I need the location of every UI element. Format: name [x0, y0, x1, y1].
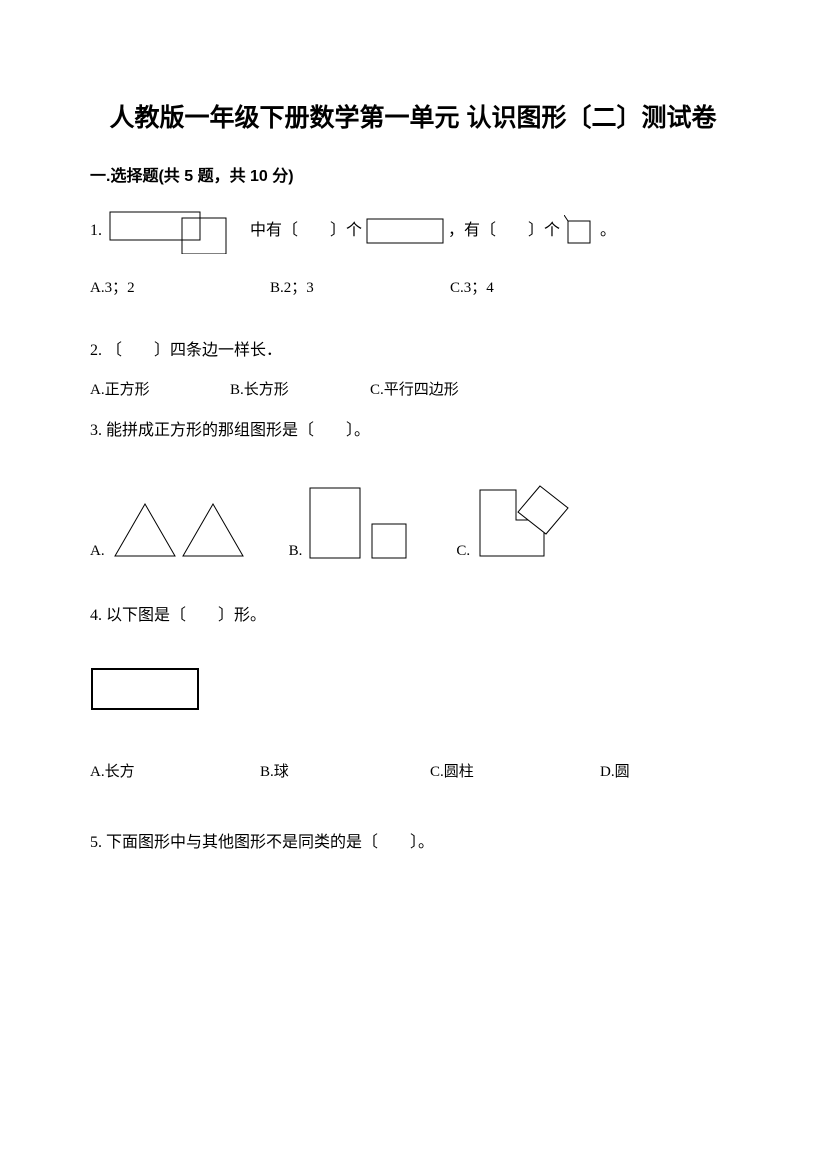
q4-text: 以下图是〔 〕形。	[106, 607, 266, 624]
q3-text: 能拼成正方形的那组图形是〔 〕。	[106, 422, 370, 439]
q4-option-b: B.球	[260, 760, 430, 781]
question-3-options: A. B. C.	[90, 484, 736, 560]
q5-text: 下面图形中与其他图形不是同类的是〔 〕。	[106, 834, 434, 851]
question-2-options: A.正方形 B.长方形 C.平行四边形	[90, 378, 736, 399]
q3-label-a: A.	[90, 543, 105, 560]
q3-option-b: B.	[289, 484, 417, 560]
q4-option-d: D.圆	[600, 760, 630, 781]
q1-number: 1.	[90, 217, 102, 244]
q1-text-mid2: ，有〔 〕个	[448, 217, 560, 244]
q2-option-a: A.正方形	[90, 378, 230, 399]
q3-option-c: C.	[456, 484, 574, 560]
q3-rect-square-icon	[306, 484, 416, 560]
q3-lshape-diamond-icon	[474, 484, 574, 560]
q1-overlap-shapes-icon	[106, 208, 246, 254]
question-4-stem: 4. 以下图是〔 〕形。	[90, 602, 736, 629]
q1-rectangle-icon	[366, 218, 444, 244]
question-5-stem: 5. 下面图形中与其他图形不是同类的是〔 〕。	[90, 829, 736, 856]
question-4-options: A.长方 B.球 C.圆柱 D.圆	[90, 760, 736, 781]
question-1-stem: 1. 中有〔 〕个 ，有〔 〕个 。	[90, 208, 736, 254]
question-1-options: A.3；2 B.2；3 C.3；4	[90, 276, 736, 297]
q3-option-a: A.	[90, 500, 249, 560]
q4-option-a: A.长方	[90, 760, 260, 781]
q2-number: 2.	[90, 342, 102, 359]
section-heading: 一.选择题(共 5 题，共 10 分)	[90, 162, 736, 186]
q1-option-b: B.2；3	[270, 276, 450, 297]
q3-label-b: B.	[289, 543, 303, 560]
q1-text-end: 。	[600, 217, 616, 244]
question-2-stem: 2. 〔 〕四条边一样长．	[90, 337, 736, 364]
page-title: 人教版一年级下册数学第一单元 认识图形〔二〕测试卷	[90, 100, 736, 138]
q3-label-c: C.	[456, 543, 470, 560]
q2-text: 〔 〕四条边一样长．	[106, 342, 282, 359]
q1-option-c: C.3；4	[450, 276, 494, 297]
q4-number: 4.	[90, 607, 102, 624]
q3-number: 3.	[90, 422, 102, 439]
question-4-figure	[90, 667, 736, 716]
q2-option-c: C.平行四边形	[370, 378, 459, 399]
q5-number: 5.	[90, 834, 102, 851]
q1-text-mid: 中有〔 〕个	[250, 217, 362, 244]
q4-rectangle-icon	[90, 667, 200, 711]
q2-option-b: B.长方形	[230, 378, 370, 399]
q1-square-icon	[564, 215, 596, 247]
q4-option-c: C.圆柱	[430, 760, 600, 781]
question-3-stem: 3. 能拼成正方形的那组图形是〔 〕。	[90, 417, 736, 444]
q1-option-a: A.3；2	[90, 276, 270, 297]
q3-two-triangles-icon	[109, 500, 249, 560]
